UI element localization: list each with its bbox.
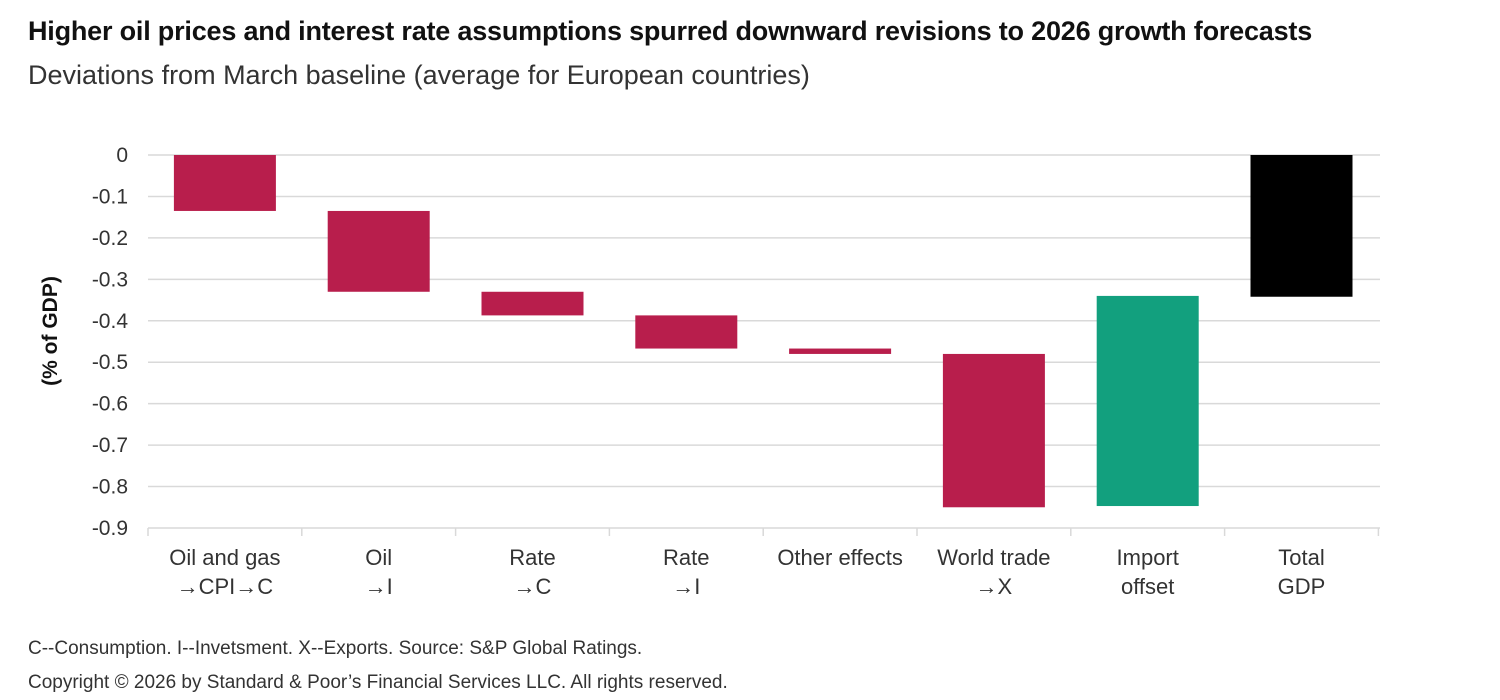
x-category-label: Other effects: [777, 545, 903, 570]
x-category-label: →CPI→C: [177, 574, 274, 599]
y-tick-label: -0.7: [92, 434, 128, 457]
bar-increase: [1096, 295, 1199, 507]
copyright: Copyright © 2026 by Standard & Poor’s Fi…: [28, 672, 728, 693]
x-category-label: World trade: [937, 545, 1050, 570]
bar-decrease: [481, 291, 584, 316]
y-tick-label: -0.2: [92, 227, 128, 250]
bar-decrease: [789, 348, 892, 354]
bar-total: [1250, 155, 1353, 297]
bar-decrease: [635, 315, 738, 349]
bar-decrease: [173, 155, 276, 211]
x-category-label: Oil: [365, 545, 392, 570]
x-category-label: →X: [976, 574, 1013, 599]
x-category-label: offset: [1121, 574, 1174, 599]
x-category-label: →I: [365, 574, 393, 599]
x-category-label: Import: [1117, 545, 1179, 570]
y-axis-ticks: 0 -0.1 -0.2 -0.3 -0.4 -0.5 -0.6 -0.7 -0.8 -0.9: [92, 144, 129, 540]
y-tick-label: -0.6: [92, 393, 128, 416]
bar-decrease: [327, 210, 430, 292]
x-axis-labels: Oil and gas →CPI→C Oil →I Rate →C Rate →I Other …: [169, 545, 1325, 599]
y-tick-label: -0.5: [92, 351, 128, 374]
x-category-label: Rate: [509, 545, 555, 570]
chart-title: Higher oil prices and interest rate assu…: [28, 16, 1313, 46]
x-category-label: →I: [672, 574, 700, 599]
x-category-label: →C: [514, 574, 552, 599]
x-category-label: Total: [1278, 545, 1324, 570]
y-tick-label: -0.8: [92, 476, 128, 499]
y-tick-label: 0: [116, 144, 128, 167]
bar-decrease: [942, 353, 1045, 508]
y-tick-label: -0.1: [92, 185, 128, 208]
y-axis-title: (% of GDP): [39, 276, 62, 386]
y-tick-label: -0.9: [92, 517, 128, 540]
footnote: C--Consumption. I--Invetsment. X--Export…: [28, 638, 643, 659]
bars: [173, 155, 1353, 508]
x-category-label: Rate: [663, 545, 709, 570]
x-category-label: Oil and gas: [169, 545, 280, 570]
y-tick-label: -0.3: [92, 268, 128, 291]
chart-subtitle: Deviations from March baseline (average …: [28, 60, 810, 90]
x-category-label: GDP: [1278, 574, 1326, 599]
y-tick-label: -0.4: [92, 310, 129, 333]
